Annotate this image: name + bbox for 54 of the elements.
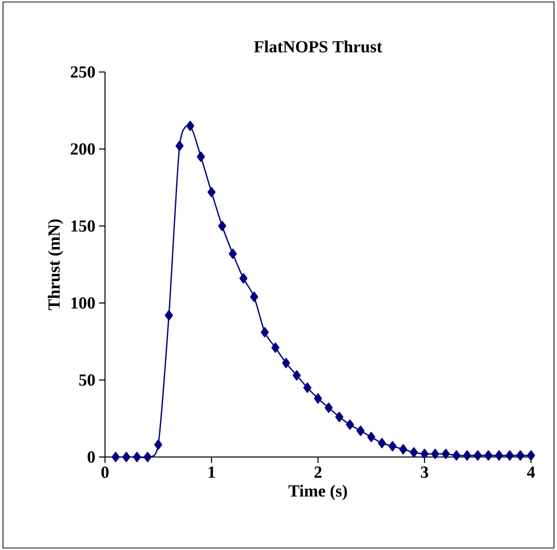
point bbox=[250, 292, 258, 302]
point bbox=[474, 450, 482, 461]
point bbox=[292, 370, 301, 381]
y-axis-title: Thrust (mN) bbox=[48, 219, 64, 310]
y-tick-label: 200 bbox=[70, 143, 95, 155]
point bbox=[356, 426, 365, 436]
point bbox=[335, 412, 344, 422]
point bbox=[260, 327, 269, 338]
point bbox=[218, 220, 226, 232]
point bbox=[526, 450, 536, 461]
point bbox=[228, 248, 237, 259]
point bbox=[314, 393, 322, 404]
point bbox=[420, 448, 429, 460]
x-tick-label: 3 bbox=[420, 466, 428, 478]
point bbox=[484, 450, 492, 461]
x-axis-title: Time (s) bbox=[288, 484, 347, 500]
point bbox=[164, 310, 173, 320]
point bbox=[282, 358, 290, 368]
point bbox=[154, 440, 162, 450]
point bbox=[463, 450, 472, 461]
point bbox=[495, 450, 504, 461]
point bbox=[132, 452, 141, 462]
point bbox=[239, 273, 248, 284]
x-tick-label: 2 bbox=[314, 466, 322, 478]
y-tick-label: 150 bbox=[71, 220, 95, 232]
point bbox=[506, 450, 514, 461]
point bbox=[388, 441, 397, 452]
y-tick-label: 0 bbox=[88, 451, 95, 463]
point bbox=[122, 452, 130, 462]
point bbox=[186, 120, 194, 132]
point bbox=[346, 419, 354, 430]
point bbox=[303, 382, 312, 393]
point bbox=[452, 450, 460, 461]
y-tick-label: 50 bbox=[79, 374, 95, 386]
chart-title: FlatNOPS Thrust bbox=[254, 40, 382, 52]
point bbox=[196, 152, 205, 162]
point bbox=[112, 452, 120, 462]
point bbox=[144, 452, 152, 462]
x-tick-label: 0 bbox=[101, 466, 109, 478]
point bbox=[367, 432, 376, 442]
point bbox=[271, 342, 280, 353]
point bbox=[516, 450, 524, 461]
point bbox=[324, 402, 333, 413]
point bbox=[431, 448, 440, 460]
point bbox=[207, 186, 216, 198]
point bbox=[410, 447, 418, 458]
point bbox=[442, 448, 450, 460]
point bbox=[378, 438, 386, 448]
y-tick-label: 100 bbox=[71, 297, 95, 309]
y-tick-label: 250 bbox=[70, 66, 95, 78]
x-tick-label: 1 bbox=[208, 466, 215, 478]
x-tick-label: 4 bbox=[527, 466, 535, 478]
point bbox=[399, 444, 408, 454]
point bbox=[176, 140, 184, 152]
